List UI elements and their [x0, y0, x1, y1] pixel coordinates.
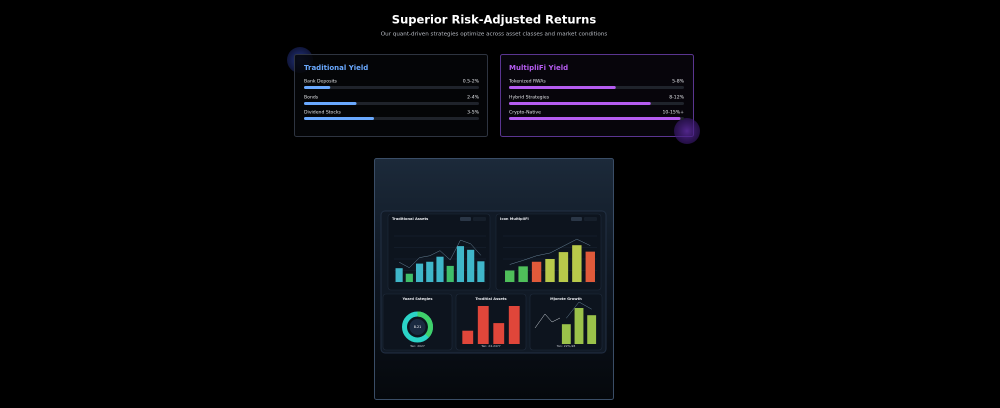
bar [446, 265, 454, 282]
progress-bar [304, 117, 374, 120]
row-label: Tokenized RWAs [508, 79, 546, 85]
bar [395, 268, 403, 282]
bar [477, 306, 489, 344]
bar [585, 251, 595, 282]
row-range: 0.5-2% [463, 79, 480, 85]
tab [571, 217, 582, 221]
panel-title: Yoard Sstegies [401, 297, 432, 301]
donut-segment [402, 311, 433, 343]
row-range: 2-4% [467, 95, 480, 101]
row-label: Bonds [304, 95, 319, 101]
progress-bar [304, 86, 331, 89]
bar [467, 249, 475, 282]
tab [584, 217, 597, 221]
row-label: Hybrid Strategies [509, 95, 550, 101]
card [294, 54, 488, 137]
card [500, 54, 694, 137]
bar [545, 259, 555, 282]
progress-bar [304, 102, 357, 105]
bar [405, 273, 413, 282]
panel [529, 293, 603, 351]
bar [572, 245, 582, 282]
glow [674, 118, 700, 144]
row-range: 5-8% [672, 79, 685, 85]
bar [561, 324, 571, 344]
bar [587, 315, 597, 344]
progress-bar [509, 102, 651, 105]
bar [558, 252, 569, 282]
bar [493, 323, 505, 344]
panel-title: Icon MultipliFi [500, 217, 529, 221]
panel-caption: Ten: 24.2477 [480, 344, 501, 348]
panel [455, 293, 527, 351]
panel [387, 213, 491, 291]
panel-title: Mjorote Growth [550, 297, 582, 301]
bar [415, 263, 424, 282]
panel-title: Troditial Assets [475, 297, 506, 301]
panel-caption: Ten: 2027 [409, 344, 425, 348]
row-label: Bank Deposits [304, 79, 338, 85]
bar [477, 261, 485, 282]
bar [426, 261, 434, 282]
bar [574, 308, 584, 344]
subtitle: Our quant-driven strategies optimize acr… [381, 32, 608, 38]
bar [436, 256, 444, 282]
dashboard-content: Traditional Assets Icon MultipliFi Yoard S… [382, 213, 603, 351]
panel-title: Traditional Assets [392, 217, 428, 221]
trend-line [566, 301, 592, 319]
bar [518, 266, 528, 282]
donut-label: 8.21 [414, 325, 422, 329]
trend-line [534, 313, 561, 329]
row-range: 8-12% [669, 95, 684, 101]
title: Superior Risk-Adjusted Returns [392, 13, 597, 27]
bar [531, 261, 542, 282]
trend-line [509, 238, 591, 265]
panel-caption: Ten: 22%,98 [556, 344, 576, 348]
card-title: Traditional Yield [304, 64, 368, 72]
tab [473, 217, 486, 221]
row-label: Dividend Stocks [304, 110, 342, 116]
bar [505, 270, 515, 282]
row-range: 3-5% [467, 110, 480, 116]
card-title: MultipliFi Yield [509, 64, 568, 72]
trend-line [399, 239, 482, 268]
bar [456, 246, 465, 282]
bar [508, 306, 520, 344]
tab [460, 217, 471, 221]
donut-center [409, 319, 426, 335]
row-range: 10-15%+ [662, 110, 684, 116]
progress-bar [509, 86, 616, 89]
progress-track [304, 86, 479, 89]
row-label: Crypto-Native [509, 110, 541, 116]
bar [462, 330, 474, 344]
progress-bar [509, 117, 681, 120]
